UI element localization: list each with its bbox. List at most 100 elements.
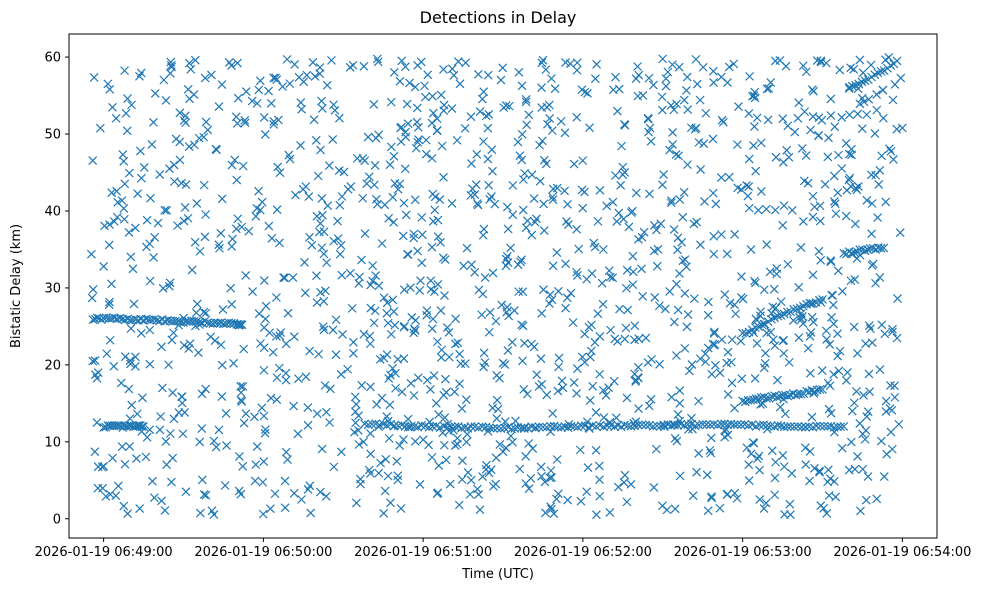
detection-point bbox=[162, 205, 172, 215]
detection-point bbox=[634, 334, 644, 344]
detection-point bbox=[294, 374, 303, 384]
detection-point bbox=[749, 122, 759, 132]
detection-point bbox=[770, 341, 780, 350]
detection-point bbox=[483, 123, 493, 133]
detection-point bbox=[126, 252, 136, 262]
detection-point bbox=[312, 409, 322, 419]
detection-point bbox=[798, 217, 808, 226]
detection-point bbox=[254, 186, 264, 196]
detection-point bbox=[392, 456, 402, 466]
detection-point bbox=[834, 150, 843, 160]
detection-point bbox=[689, 219, 699, 229]
detection-point bbox=[348, 337, 358, 347]
detection-point bbox=[667, 196, 676, 206]
detection-point bbox=[518, 205, 528, 215]
detection-point bbox=[457, 475, 467, 484]
detection-point bbox=[767, 391, 777, 401]
detection-point bbox=[661, 81, 671, 91]
detection-point bbox=[808, 270, 818, 280]
detection-point bbox=[386, 97, 396, 107]
detection-point bbox=[314, 227, 324, 237]
detection-point bbox=[99, 262, 109, 271]
detection-point bbox=[672, 436, 682, 446]
detection-point bbox=[288, 273, 298, 283]
detection-point bbox=[495, 440, 505, 449]
detection-point bbox=[537, 471, 546, 481]
detection-point bbox=[357, 255, 366, 265]
detection-point bbox=[179, 116, 189, 125]
detection-point bbox=[885, 144, 894, 154]
detection-point bbox=[452, 433, 462, 443]
detection-point bbox=[369, 318, 379, 328]
detection-point bbox=[637, 232, 647, 242]
detection-point bbox=[356, 479, 365, 489]
detection-point bbox=[732, 140, 742, 150]
detection-point bbox=[518, 287, 528, 297]
detection-point bbox=[862, 110, 872, 120]
detection-point bbox=[881, 55, 890, 65]
detection-point bbox=[821, 326, 831, 336]
detection-point bbox=[858, 464, 868, 474]
detection-point bbox=[483, 154, 493, 164]
detection-point bbox=[428, 189, 438, 199]
detection-point bbox=[508, 437, 517, 447]
detection-point bbox=[630, 321, 640, 331]
detection-point bbox=[859, 390, 868, 400]
detection-point bbox=[352, 153, 362, 163]
detection-point bbox=[399, 198, 409, 208]
detection-point bbox=[320, 286, 330, 296]
detection-point bbox=[876, 436, 886, 446]
detection-point bbox=[426, 384, 435, 394]
detection-point bbox=[192, 199, 202, 208]
detection-point bbox=[557, 376, 567, 386]
detection-point bbox=[388, 363, 398, 373]
detection-point bbox=[855, 55, 865, 65]
detection-point bbox=[338, 329, 347, 339]
detection-point bbox=[232, 119, 242, 128]
detection-point bbox=[142, 432, 152, 442]
detection-point bbox=[493, 404, 503, 414]
detection-point bbox=[86, 249, 96, 259]
detection-point bbox=[744, 109, 754, 118]
detection-point bbox=[200, 73, 210, 83]
detection-point bbox=[166, 57, 176, 67]
detection-point bbox=[750, 93, 760, 103]
detection-point bbox=[436, 306, 446, 315]
detection-point bbox=[473, 200, 483, 210]
detection-point bbox=[824, 491, 834, 500]
detection-point bbox=[442, 323, 452, 332]
detection-point bbox=[682, 322, 692, 332]
detection-point bbox=[548, 408, 558, 418]
detection-point bbox=[858, 429, 868, 439]
detection-point bbox=[458, 456, 467, 466]
detection-point bbox=[773, 420, 783, 430]
detection-point bbox=[506, 243, 516, 253]
detection-point bbox=[863, 407, 873, 417]
detection-point bbox=[130, 361, 140, 371]
detection-point bbox=[786, 422, 795, 431]
detection-point bbox=[829, 171, 839, 181]
detection-point bbox=[269, 73, 279, 83]
detection-point bbox=[391, 368, 400, 378]
detection-point bbox=[399, 285, 409, 295]
detection-point bbox=[756, 138, 766, 148]
detection-point bbox=[680, 289, 690, 298]
detection-point bbox=[327, 55, 336, 65]
detection-point bbox=[374, 422, 383, 432]
detection-point bbox=[538, 422, 548, 432]
detection-point bbox=[709, 231, 719, 241]
detection-point bbox=[717, 335, 727, 345]
detection-point bbox=[514, 287, 524, 297]
detection-point bbox=[92, 418, 102, 427]
detection-point bbox=[608, 85, 618, 95]
detection-point bbox=[179, 313, 189, 323]
detection-point bbox=[365, 382, 375, 392]
detection-point bbox=[703, 310, 713, 320]
detection-point bbox=[440, 413, 450, 422]
detection-point bbox=[496, 75, 506, 85]
detection-point bbox=[271, 73, 280, 83]
detection-point bbox=[585, 395, 595, 405]
detection-point bbox=[431, 398, 441, 408]
detection-point bbox=[372, 400, 382, 409]
detection-point bbox=[634, 70, 644, 80]
